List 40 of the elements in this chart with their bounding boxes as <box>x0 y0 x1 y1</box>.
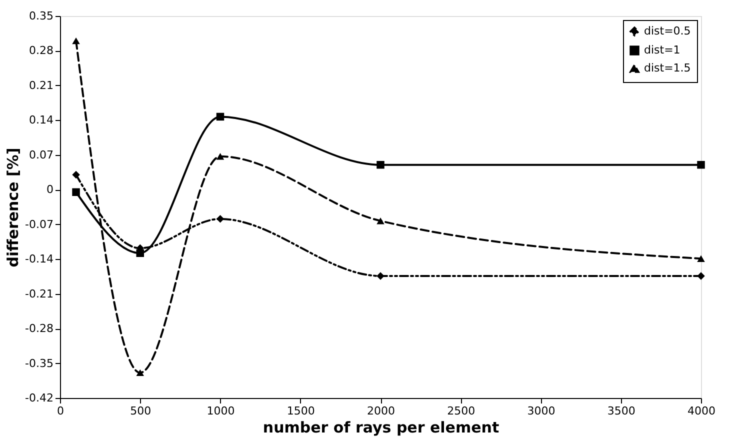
x-axis-title: number of rays per element <box>262 418 500 436</box>
x-tick-label: 0 <box>57 404 64 418</box>
x-tick-label: 3500 <box>607 404 636 418</box>
y-tick-label: -0.42 <box>25 392 54 404</box>
point <box>136 369 144 376</box>
point <box>216 153 224 160</box>
legend-label: dist=1.5 <box>644 62 691 74</box>
legend-label: dist=0.5 <box>644 24 691 38</box>
x-tick-label: 2000 <box>367 404 395 418</box>
y-tick-label: 0.07 <box>29 148 54 162</box>
point <box>136 249 144 258</box>
point <box>697 255 705 262</box>
y-tick-label: 0 <box>46 183 54 196</box>
x-tick-label: 500 <box>130 404 152 418</box>
y-tick-label: -0.28 <box>25 322 54 336</box>
point <box>697 272 705 280</box>
point <box>376 272 384 280</box>
x-tick-label: 4000 <box>688 404 716 418</box>
y-tick-label: -0.21 <box>25 287 54 300</box>
x-tick-label: 1000 <box>206 404 235 418</box>
y-tick-label: -0.07 <box>25 218 54 231</box>
point <box>216 215 224 223</box>
y-tick-label: 0.28 <box>29 44 54 58</box>
point <box>216 112 224 121</box>
y-tick-label: -0.35 <box>25 356 54 370</box>
legend-label: dist=1 <box>644 44 680 56</box>
point <box>72 188 80 196</box>
point <box>72 170 80 179</box>
y-axis-title: difference [%] <box>4 148 22 268</box>
point <box>376 160 384 169</box>
point <box>72 37 80 44</box>
x-tick-label: 1500 <box>286 404 315 418</box>
x-tick-label: 2500 <box>447 404 476 418</box>
point <box>697 160 705 169</box>
y-tick-label: 0.14 <box>29 114 54 127</box>
y-tick-label: 0.35 <box>29 10 54 22</box>
y-tick-label: 0.21 <box>29 78 54 92</box>
x-tick-label: 3000 <box>527 404 556 418</box>
y-tick-label: -0.14 <box>25 252 54 266</box>
point <box>376 218 384 224</box>
